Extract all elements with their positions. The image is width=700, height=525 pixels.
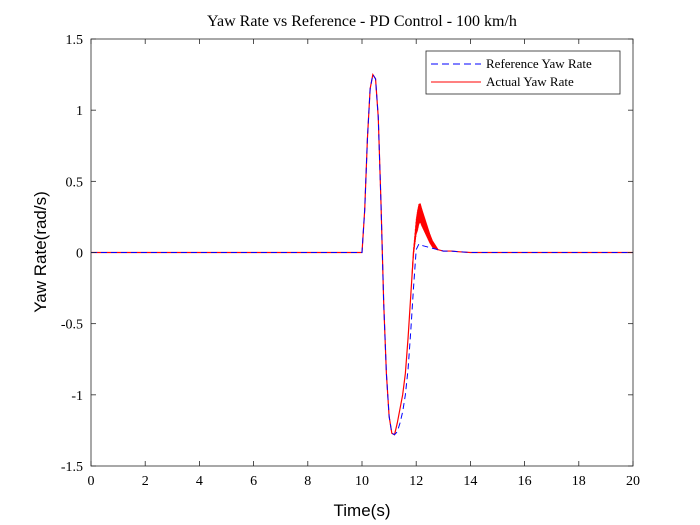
x-tick-label: 2 bbox=[142, 474, 149, 489]
legend: Reference Yaw Rate Actual Yaw Rate bbox=[425, 50, 621, 95]
y-tick-label: 1.5 bbox=[66, 33, 84, 48]
chart-title: Yaw Rate vs Reference - PD Control - 100… bbox=[207, 13, 517, 30]
x-tick-label: 8 bbox=[304, 474, 311, 489]
y-tick-label: 1 bbox=[76, 104, 83, 119]
x-tick-label: 0 bbox=[88, 474, 95, 489]
legend-label-actual: Actual Yaw Rate bbox=[486, 74, 574, 89]
y-tick-label: 0.5 bbox=[66, 175, 84, 190]
y-tick-label: -1 bbox=[71, 389, 83, 404]
x-tick-label: 18 bbox=[572, 474, 586, 489]
x-tick-label: 14 bbox=[463, 474, 477, 489]
y-axis-label: Yaw Rate(rad/s) bbox=[31, 191, 50, 313]
legend-label-reference: Reference Yaw Rate bbox=[486, 56, 592, 71]
x-tick-label: 12 bbox=[409, 474, 423, 489]
x-tick-label: 16 bbox=[518, 474, 532, 489]
legend-box bbox=[425, 50, 621, 95]
series-line-actual-yaw-rate bbox=[91, 72, 633, 436]
y-tick-label: -1.5 bbox=[61, 460, 83, 475]
x-tick-label: 20 bbox=[626, 474, 640, 489]
actual-yaw-oscillation bbox=[411, 203, 439, 274]
series-line-reference-yaw-rate bbox=[91, 73, 633, 436]
x-tick-label: 6 bbox=[250, 474, 257, 489]
x-axis-label: Time(s) bbox=[334, 501, 391, 520]
y-tick-label: -0.5 bbox=[61, 318, 83, 333]
x-tick-label: 10 bbox=[355, 474, 369, 489]
y-tick-label: 0 bbox=[76, 247, 83, 262]
x-tick-label: 4 bbox=[196, 474, 203, 489]
